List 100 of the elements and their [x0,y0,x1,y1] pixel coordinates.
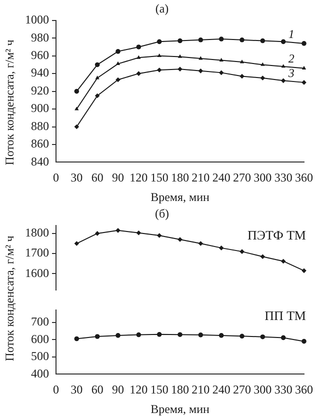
x-tick-label: 180 [171,170,189,185]
point [218,333,224,338]
point [240,74,244,79]
point [280,335,286,340]
point [198,241,204,246]
y-tick-label: 1700 [25,246,49,260]
series-label: 1 [288,26,294,41]
x-tick-label: 210 [192,170,210,185]
point [94,93,100,98]
y-tick-label: 880 [31,118,49,133]
point [240,334,244,339]
y-tick-label: 400 [31,366,49,380]
x-tick-label: 120 [130,382,148,397]
x-tick-label: 150 [150,170,168,185]
x-tick-label: 300 [254,382,272,397]
point [116,77,120,82]
y-tick-label: 1000 [25,12,49,27]
point [281,64,286,68]
point [178,332,182,337]
x-tick-label: 210 [192,382,210,397]
point [178,38,182,44]
x-tick-label: 330 [274,170,292,185]
x-tick-label: 60 [91,382,104,397]
series-label: ПП ТМ [264,308,306,323]
point [74,336,80,342]
y-tick-label: 500 [31,349,49,364]
y-tick-label: 1800 [25,226,49,240]
x-tick-label: 360 [295,382,313,397]
series-label: 3 [287,66,294,80]
point [156,68,162,72]
point [280,258,286,264]
y-tick-label: 920 [31,83,49,98]
series-label: ПЭТФ ТМ [248,228,306,243]
y-tick-label: 860 [31,136,49,151]
y-tick-label: 1600 [25,266,49,280]
y-tick-label: 940 [31,66,49,80]
point [74,88,80,94]
point [136,55,141,59]
y-tick-label: 900 [31,101,49,116]
point [260,62,265,66]
x-tick-label: 90 [112,170,124,185]
point [198,38,204,42]
x-tick-label: 360 [295,170,313,185]
point [260,38,266,44]
point [218,70,224,76]
point [116,61,120,66]
point [198,332,204,338]
x-tick-label: 180 [171,382,189,397]
x-tick-label: 30 [70,170,83,185]
y-tick-label: 980 [31,30,49,44]
point [136,71,142,76]
x-tick-label: 0 [53,382,59,397]
point [302,41,306,46]
point [219,58,224,62]
y-axis-title: Поток конденсата, г/м² ч [2,236,18,362]
point [218,246,224,250]
x-tick-label: 240 [212,170,230,185]
y-tick-label: 700 [31,314,49,328]
point [116,49,120,54]
point [280,39,286,44]
point [260,76,266,80]
point [156,233,162,238]
y-axis-title: Поток конденсата, г/м² ч [2,40,18,166]
point [94,62,100,68]
x-tick-label: 330 [274,382,292,397]
point [136,230,142,236]
point [302,268,306,274]
point [178,66,182,72]
point [95,76,100,80]
point [156,332,162,337]
x-tick-label: 150 [150,382,168,397]
point [302,66,306,70]
x-tick-label: 300 [254,170,272,185]
x-tick-label: 270 [233,170,251,185]
point [136,332,142,338]
x-tick-label: 270 [233,382,251,397]
point [218,36,224,42]
point [178,54,182,58]
x-tick-label: 240 [212,382,230,397]
point [260,254,266,259]
point [74,241,80,246]
point [198,68,204,74]
x-tick-label: 60 [91,170,104,185]
point [136,44,142,50]
x-tick-label: 120 [130,170,148,185]
point [116,333,120,338]
y-tick-label: 960 [31,48,49,62]
point [240,38,244,42]
x-tick-label: 0 [53,170,59,185]
point [156,39,162,44]
chart-title: (а) [155,1,169,16]
x-axis-title: Время, мин [150,402,210,416]
y-tick-label: 840 [31,154,49,168]
series-label: 2 [288,52,294,66]
point [280,78,286,84]
point [94,231,100,236]
point [94,334,100,339]
point [240,60,244,64]
chart-title: (б) [154,206,170,220]
x-axis-title: Время, мин [150,190,210,204]
